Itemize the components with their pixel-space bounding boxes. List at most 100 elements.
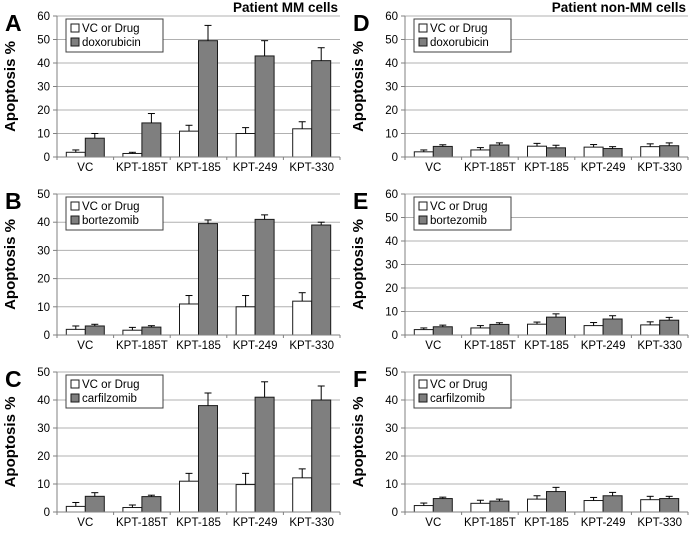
bar-drug-KPT-185	[198, 223, 218, 336]
bar-vc-KPT-185	[527, 323, 547, 336]
bar-vc-KPT-330	[640, 324, 661, 336]
legend-swatch-drug	[70, 37, 80, 47]
y-tick-label: 40	[37, 217, 50, 229]
bar-drug-KPT-185	[546, 491, 566, 513]
x-tick-labels: VC KPT-185T KPT-185 KPT-249 KPT-330	[77, 340, 334, 352]
error-bar	[420, 327, 428, 330]
error-bar	[298, 121, 306, 129]
error-bar	[91, 323, 99, 326]
x-tick-label: KPT-330	[637, 517, 682, 529]
x-tick-labels: VC KPT-185T KPT-185 KPT-249 KPT-330	[425, 340, 682, 352]
legend-label-drug: bortezomib	[82, 215, 139, 227]
bar-vc-KPT-185	[179, 480, 199, 513]
x-tick-label: KPT-185	[524, 340, 569, 352]
bar-drug-KPT-249	[254, 55, 275, 158]
error-bar	[609, 146, 617, 149]
legend-label-vc: VC or Drug	[82, 201, 140, 213]
chart-F: 0 10 20 30 40 50 VC KPT-185T KPT-185 KPT-249 KPT-3…	[350, 366, 689, 529]
column-header: Patient non-MM cells	[552, 0, 686, 15]
bar-vc-KPT-185	[527, 498, 547, 513]
error-bar	[533, 321, 541, 325]
legend-label-vc: VC or Drug	[82, 379, 140, 391]
bar-drug-VC	[432, 498, 453, 513]
bar-vc-KPT-185T	[470, 502, 491, 513]
y-tick-label: 50	[385, 213, 398, 225]
y-tick-label: 20	[385, 451, 398, 463]
panel-label-A: A	[5, 10, 22, 36]
bar-vc-KPT-185	[527, 145, 547, 158]
error-bar	[646, 321, 654, 325]
error-bar	[439, 324, 447, 327]
x-tick-labels: VC KPT-185T KPT-185 KPT-249 KPT-330	[425, 517, 682, 529]
x-tick-label: KPT-330	[637, 162, 682, 174]
bar-vc-KPT-249	[235, 484, 256, 513]
error-bar	[317, 221, 325, 226]
error-bar	[665, 495, 673, 499]
bar-vc-KPT-185	[179, 303, 199, 336]
error-bar	[646, 143, 654, 147]
y-tick-label: 10	[385, 307, 398, 319]
error-bar	[261, 214, 269, 220]
error-bar	[495, 322, 503, 325]
y-tick-label: 0	[392, 507, 398, 519]
bar-vc-KPT-330	[292, 300, 313, 336]
bar-vc-KPT-249	[583, 146, 604, 158]
legend-swatch-drug	[70, 393, 80, 403]
y-tick-label: 60	[37, 11, 50, 23]
error-bar	[204, 24, 212, 41]
error-bar	[590, 322, 598, 326]
y-axis-title: Apoptosis %	[350, 219, 367, 310]
bar-drug-KPT-330	[659, 319, 680, 336]
bar-drug-KPT-185	[546, 147, 566, 158]
error-bar	[317, 47, 325, 61]
error-bar	[439, 496, 447, 499]
legend: VC or Drug carfilzomib	[65, 374, 164, 409]
bars-group	[65, 381, 332, 513]
legend-swatch-vc	[70, 201, 80, 211]
error-bar	[495, 498, 503, 502]
bar-vc-KPT-249	[583, 500, 604, 513]
error-bar	[185, 124, 193, 132]
legend-swatch-drug	[418, 215, 428, 225]
y-axis-title: Apoptosis %	[350, 41, 367, 132]
error-bar	[420, 149, 428, 152]
bar-vc-KPT-185	[179, 130, 199, 158]
y-tick-label: 20	[385, 283, 398, 295]
axes: 0 10 20 30 40 50	[37, 189, 341, 342]
error-bar	[439, 144, 447, 147]
bar-drug-VC	[432, 326, 453, 336]
error-bar	[261, 381, 269, 398]
x-tick-label: KPT-185	[524, 517, 569, 529]
y-tick-label: 0	[44, 507, 50, 519]
bar-drug-KPT-330	[659, 498, 680, 513]
bar-drug-KPT-249	[254, 218, 275, 336]
bar-vc-KPT-249	[583, 325, 604, 336]
x-tick-label: VC	[77, 162, 93, 174]
bar-vc-KPT-249	[235, 306, 256, 336]
error-bar	[128, 326, 136, 331]
y-tick-label: 50	[37, 35, 50, 47]
y-tick-label: 60	[385, 11, 398, 23]
y-axis-title: Apoptosis %	[2, 41, 19, 132]
gridlines	[405, 15, 688, 134]
bar-drug-KPT-249	[602, 318, 623, 336]
error-bar	[147, 325, 155, 328]
error-bar	[665, 142, 673, 146]
legend-swatch-drug	[70, 215, 80, 225]
error-bar	[147, 113, 155, 123]
x-tick-label: KPT-249	[233, 340, 278, 352]
y-tick-label: 40	[385, 58, 398, 70]
y-tick-label: 40	[385, 236, 398, 248]
y-tick-label: 30	[37, 423, 50, 435]
panel-label-C: C	[5, 366, 22, 392]
error-bar	[185, 295, 193, 304]
error-bar	[242, 295, 250, 307]
x-tick-label: KPT-330	[637, 340, 682, 352]
legend-swatch-vc	[70, 23, 80, 33]
legend-label-vc: VC or Drug	[82, 23, 140, 35]
legend-label-drug: carfilzomib	[430, 393, 485, 405]
legend-label-drug: carfilzomib	[82, 393, 137, 405]
error-bar	[646, 495, 654, 500]
bar-drug-KPT-185T	[489, 323, 510, 336]
x-tick-label: KPT-249	[581, 162, 626, 174]
